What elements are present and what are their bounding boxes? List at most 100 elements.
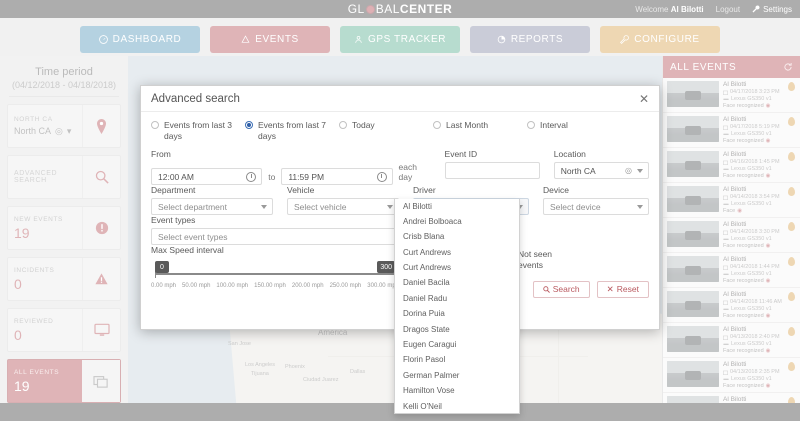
- folder-icon: [82, 360, 120, 402]
- driver-option-9[interactable]: Eugen Caragui: [403, 340, 457, 350]
- driver-option-4[interactable]: Curt Andrews: [403, 263, 452, 273]
- settings-link[interactable]: Settings: [752, 5, 792, 14]
- sidebar-card-all-events[interactable]: ALL EVENTS 19: [7, 359, 121, 403]
- radio-option-0[interactable]: Events from last 3 days: [151, 120, 245, 141]
- nav-dashboard[interactable]: DASHBOARD: [80, 25, 200, 53]
- nav-reports[interactable]: REPORTS: [470, 25, 590, 53]
- event-thumbnail[interactable]: [667, 361, 719, 387]
- clock-icon[interactable]: [376, 171, 387, 182]
- driver-option-12[interactable]: Hamilton Vose: [403, 386, 455, 396]
- location-select[interactable]: North CA ◎: [553, 162, 649, 180]
- close-icon[interactable]: ✕: [638, 91, 649, 106]
- event-id-input[interactable]: [444, 162, 540, 180]
- thumbnail-road: [667, 169, 719, 177]
- eye-icon[interactable]: ◉: [765, 313, 771, 319]
- event-list-item[interactable]: Al Bilotti 04/16/2018 1:45 PM Lexus GS350 …: [663, 148, 800, 183]
- department-select[interactable]: Select department: [151, 198, 273, 216]
- driver-option-1[interactable]: Andrei Bolboaca: [403, 216, 462, 226]
- sidebar-divider: [9, 96, 119, 97]
- chevron-down-icon[interactable]: [387, 204, 393, 209]
- driver-option-0[interactable]: Al Bilotti: [403, 201, 432, 211]
- driver-option-11[interactable]: German Palmer: [403, 370, 460, 380]
- chevron-down-icon[interactable]: ▾: [66, 125, 72, 136]
- event-thumbnail[interactable]: [667, 221, 719, 247]
- dialog-title: Advanced search: [151, 92, 240, 105]
- event-date-text: 04/17/2018 3:23 PM: [730, 89, 780, 95]
- event-list-item[interactable]: Al Bilotti 04/17/2018 3:23 PM Lexus GS350 …: [663, 78, 800, 113]
- driver-option-13[interactable]: Kelli O'Neil: [403, 401, 442, 411]
- event-thumbnail[interactable]: [667, 326, 719, 352]
- event-list-item[interactable]: Al Bilotti 04/14/2018 3:54 PM Lexus GS350 …: [663, 183, 800, 218]
- event-thumbnail[interactable]: [667, 186, 719, 212]
- driver-option-2[interactable]: Crisb Blana: [403, 232, 445, 242]
- sidebar-card-incidents[interactable]: INCIDENTS 0: [7, 257, 121, 301]
- nav-events[interactable]: EVENTS: [210, 25, 330, 63]
- eye-icon[interactable]: ◉: [765, 103, 771, 109]
- reset-button[interactable]: ✕ Reset: [596, 280, 649, 298]
- to-time-input[interactable]: 11:59 PM: [281, 168, 393, 186]
- eye-icon[interactable]: ◉: [765, 243, 771, 249]
- chevron-down-icon[interactable]: [637, 204, 643, 209]
- time-row: 12:00 AM to 11:59 PM each day: [151, 162, 431, 186]
- events-list[interactable]: Al Bilotti 04/17/2018 3:23 PM Lexus GS350 …: [663, 78, 800, 421]
- clear-icon[interactable]: ◎: [625, 165, 632, 175]
- eye-icon[interactable]: ◉: [765, 278, 771, 284]
- search-icon[interactable]: [82, 156, 120, 198]
- chevron-down-icon[interactable]: [261, 204, 267, 209]
- chevron-down-icon[interactable]: [517, 204, 523, 209]
- driver-option-8[interactable]: Dragos State: [403, 324, 450, 334]
- device-select[interactable]: Select device: [543, 198, 649, 216]
- search-button[interactable]: Search: [532, 280, 590, 298]
- radio-option-4[interactable]: Interval: [527, 120, 621, 131]
- driver-option-10[interactable]: Florin Pasol: [403, 355, 446, 365]
- sidebar-card-reviewed[interactable]: REVIEWED 0: [7, 308, 121, 352]
- driver-option-3[interactable]: Curt Andrews: [403, 247, 452, 257]
- event-vehicle-text: Lexus GS350 v1: [731, 376, 772, 382]
- clear-icon[interactable]: ◎: [55, 125, 63, 136]
- speed-slider[interactable]: 0 300 0.00 mph 50.00 mph 100.00 mph 150.00 …: [151, 261, 399, 289]
- chevron-down-icon[interactable]: [637, 168, 643, 173]
- radio-option-3[interactable]: Last Month: [433, 120, 527, 131]
- event-types-input[interactable]: Select event types: [151, 228, 399, 246]
- calendar-icon: [723, 370, 728, 375]
- sidebar-card-new-events[interactable]: NEW EVENTS 19: [7, 206, 121, 250]
- event-list-item[interactable]: Al Bilotti 04/13/2018 2:35 PM Lexus GS350 …: [663, 358, 800, 393]
- nav-gps-tracker[interactable]: GPS TRACKER: [340, 25, 460, 53]
- driver-option-6[interactable]: Daniel Radu: [403, 293, 448, 303]
- eye-icon[interactable]: ◉: [765, 173, 771, 179]
- eye-icon[interactable]: ◉: [765, 348, 771, 354]
- date-range-radio-group[interactable]: Events from last 3 days Events from last …: [151, 120, 649, 141]
- event-vehicle-text: Lexus GS350 v1: [731, 166, 772, 172]
- eye-icon[interactable]: ◉: [765, 138, 771, 144]
- slider-handle-min[interactable]: 0: [155, 261, 169, 274]
- from-time-input[interactable]: 12:00 AM: [151, 168, 263, 186]
- event-thumbnail[interactable]: [667, 81, 719, 107]
- eye-icon[interactable]: ◉: [737, 208, 743, 214]
- clock-icon[interactable]: [246, 171, 257, 182]
- driver-option-5[interactable]: Daniel Bacila: [403, 278, 450, 288]
- vehicle-select[interactable]: Select vehicle: [287, 198, 399, 216]
- event-list-item[interactable]: Al Bilotti 04/13/2018 2:40 PM Lexus GS350 …: [663, 323, 800, 358]
- logout-link[interactable]: Logout: [715, 4, 741, 14]
- event-list-item[interactable]: Al Bilotti 04/14/2018 11:46 AM Lexus GS350…: [663, 288, 800, 323]
- sidebar-card-advanced-search[interactable]: ADVANCED SEARCH: [7, 155, 121, 199]
- event-thumbnail[interactable]: [667, 256, 719, 282]
- event-tag: Face recognized◉: [723, 278, 783, 284]
- radio-option-1[interactable]: Events from last 7 days: [245, 120, 339, 141]
- event-list-item[interactable]: Al Bilotti 04/14/2018 3:30 PM Lexus GS350 …: [663, 218, 800, 253]
- refresh-icon[interactable]: [783, 62, 793, 72]
- event-list-item[interactable]: Al Bilotti 04/17/2018 5:19 PM Lexus GS350 …: [663, 113, 800, 148]
- event-thumbnail[interactable]: [667, 151, 719, 177]
- sidebar-card-location[interactable]: NORTH CA North CA ◎ ▾: [7, 104, 121, 148]
- eye-icon[interactable]: ◉: [765, 383, 771, 389]
- driver-option-7[interactable]: Dorina Puia: [403, 309, 445, 319]
- nav-configure[interactable]: CONFIGURE: [600, 25, 720, 53]
- event-list-item[interactable]: Al Bilotti 04/14/2018 1:44 PM Lexus GS350 …: [663, 253, 800, 288]
- event-thumbnail[interactable]: [667, 116, 719, 142]
- slider-handle-max[interactable]: 300: [377, 261, 395, 274]
- radio-option-2[interactable]: Today: [339, 120, 433, 131]
- location-select[interactable]: North CA ◎ ▾: [14, 126, 76, 137]
- event-thumbnail[interactable]: [667, 291, 719, 317]
- driver-dropdown-list[interactable]: Al Bilotti Andrei Bolboaca Crisb Blana Curt…: [394, 199, 520, 414]
- slider-track[interactable]: 0 300: [155, 261, 395, 281]
